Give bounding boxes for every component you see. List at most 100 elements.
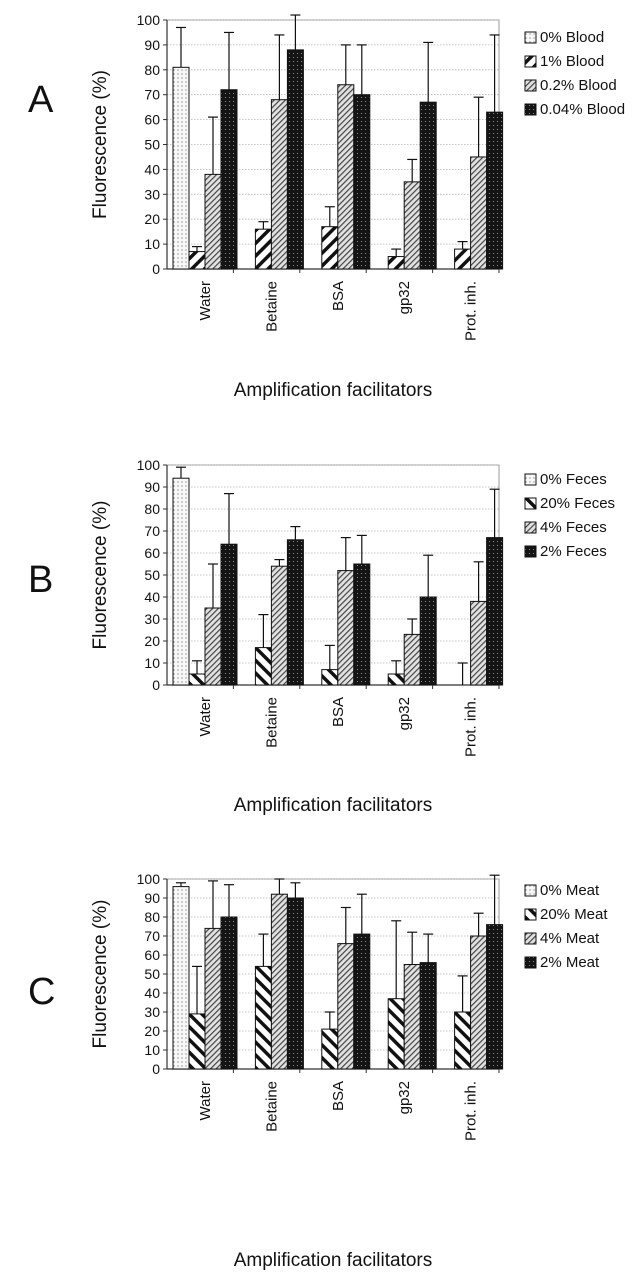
y-tick-label: 50 <box>144 567 160 583</box>
x-axis-title: Amplification facilitators <box>234 1250 433 1271</box>
bar <box>353 563 371 686</box>
bar <box>254 228 272 270</box>
bar <box>220 916 238 1070</box>
bar <box>254 965 272 1070</box>
y-axis-title: Fluorescence (%) <box>90 900 111 1049</box>
bar <box>419 101 437 270</box>
chart-panel-a: A 0 10 20 30 40 50 60 70 80 90 100 Fluorescence (%) W… <box>28 12 625 401</box>
legend-label: 1% Blood <box>540 53 604 70</box>
bar <box>419 596 437 686</box>
legend-swatch <box>524 55 537 68</box>
bar <box>220 543 238 686</box>
chart-panel-c: C 0 10 20 30 40 50 60 70 80 90 100 Fluorescence (%) W… <box>28 871 608 1271</box>
bar <box>403 964 421 1070</box>
y-tick-label: 80 <box>144 909 160 925</box>
y-tick-label: 80 <box>144 62 160 78</box>
x-axis-title: Amplification facilitators <box>234 795 433 816</box>
y-tick-label: 90 <box>144 890 160 906</box>
y-tick-label: 40 <box>144 589 160 605</box>
y-tick-label: 60 <box>144 545 160 561</box>
bar <box>204 607 222 686</box>
y-tick-label: 90 <box>144 479 160 495</box>
bar <box>337 84 355 270</box>
y-tick-label: 10 <box>144 1042 160 1058</box>
y-tick-label: 100 <box>137 871 161 887</box>
bar <box>188 251 206 270</box>
bar <box>204 927 222 1070</box>
x-tick-label: Water <box>197 281 214 320</box>
y-tick-label: 0 <box>152 1061 160 1077</box>
y-tick-label: 50 <box>144 966 160 982</box>
y-axis-title: Fluorescence (%) <box>90 70 111 219</box>
legend-swatch <box>524 545 537 558</box>
bar <box>387 256 405 270</box>
legend-label: 0.2% Blood <box>540 77 617 94</box>
legend-swatch <box>524 79 537 92</box>
bar <box>188 1013 206 1070</box>
y-tick-label: 30 <box>144 1004 160 1020</box>
x-tick-label: Water <box>197 697 214 736</box>
bar <box>454 248 472 270</box>
y-tick-label: 20 <box>144 211 160 227</box>
y-axis-title: Fluorescence (%) <box>90 501 111 650</box>
bar <box>454 1011 472 1070</box>
bar <box>470 600 488 686</box>
bar <box>387 998 405 1070</box>
legend-swatch <box>524 31 537 44</box>
y-tick-label: 20 <box>144 1023 160 1039</box>
bar <box>470 156 488 270</box>
legend-swatch <box>524 103 537 116</box>
x-tick-label: gp32 <box>396 697 413 730</box>
x-tick-label: BSA <box>330 697 347 727</box>
y-tick-label: 50 <box>144 137 160 153</box>
bar <box>220 89 238 270</box>
bar <box>321 669 339 686</box>
bar <box>403 181 421 270</box>
y-tick-label: 40 <box>144 985 160 1001</box>
y-tick-label: 40 <box>144 161 160 177</box>
chart-panel-b: B 0 10 20 30 40 50 60 70 80 90 100 Fluorescence (%) W… <box>28 457 615 816</box>
legend-swatch <box>524 956 537 969</box>
bar <box>254 647 272 686</box>
bar <box>188 673 206 686</box>
legend-swatch <box>524 473 537 486</box>
bar <box>353 94 371 270</box>
legend-label: 4% Meat <box>540 930 600 947</box>
x-tick-label: Betaine <box>263 281 280 332</box>
bar <box>270 99 288 270</box>
panel-label: A <box>28 79 54 121</box>
y-tick-label: 10 <box>144 236 160 252</box>
x-tick-label: BSA <box>330 1081 347 1111</box>
bar <box>286 539 304 686</box>
x-tick-label: BSA <box>330 281 347 311</box>
legend-label: 20% Meat <box>540 906 608 923</box>
bar <box>321 226 339 270</box>
x-tick-label: Prot. inh. <box>463 697 480 757</box>
bar <box>286 897 304 1070</box>
legend-label: 0% Blood <box>540 29 604 46</box>
bar <box>321 1028 339 1070</box>
bar <box>353 933 371 1070</box>
bar <box>270 565 288 686</box>
x-tick-label: Betaine <box>263 697 280 748</box>
y-tick-label: 80 <box>144 501 160 517</box>
y-tick-label: 70 <box>144 928 160 944</box>
bar <box>403 633 421 686</box>
y-tick-label: 0 <box>152 261 160 277</box>
x-tick-label: Prot. inh. <box>463 1081 480 1141</box>
y-tick-label: 10 <box>144 655 160 671</box>
legend-label: 4% Feces <box>540 519 607 536</box>
legend-label: 2% Feces <box>540 543 607 560</box>
legend-label: 2% Meat <box>540 954 600 971</box>
y-tick-label: 100 <box>137 12 161 28</box>
legend-label: 0% Feces <box>540 471 607 488</box>
x-axis-title: Amplification facilitators <box>234 380 433 401</box>
legend-label: 0% Meat <box>540 882 600 899</box>
bar <box>172 66 190 270</box>
legend-swatch <box>524 908 537 921</box>
y-tick-label: 100 <box>137 457 161 473</box>
x-tick-label: Prot. inh. <box>463 281 480 341</box>
y-tick-label: 30 <box>144 611 160 627</box>
bar <box>486 537 504 686</box>
